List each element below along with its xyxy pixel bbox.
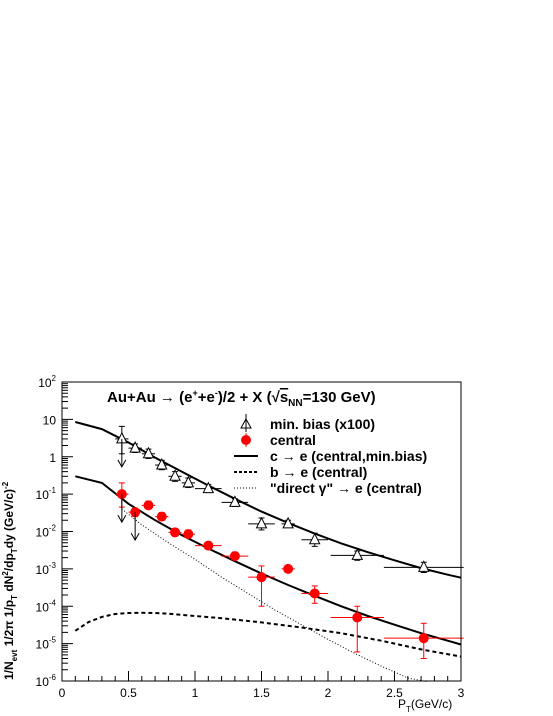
data-point-triangle (255, 516, 268, 529)
axes-layer: 0 0.5 1 1.5 2 2.5 3 10-6 10-5 10-4 10-3 10-2 10-1 1 10… (36, 374, 465, 700)
legend-label: "direct γ" → e (central) (270, 480, 422, 496)
y-tick-label: 1 (49, 451, 56, 465)
data-point-circle (203, 540, 214, 551)
legend-label: b → e (central) (270, 464, 367, 480)
data-point-triangle (308, 532, 321, 545)
data-point-triangle (182, 475, 195, 488)
upper-limit-arrow-head (117, 514, 127, 524)
y-axis-label: 1/Nevt 1/2π 1/pT dN2/dpTdy (GeV/c)-2 (1, 481, 19, 680)
y-tick-label: 10-1 (36, 486, 57, 502)
x-tick-label: 2 (325, 686, 332, 700)
data-point-triangle (229, 495, 241, 507)
x-axis-label: PT(GeV/c) (398, 697, 452, 714)
data-point-circle (156, 511, 167, 522)
upper-limit-arrow-head (117, 459, 127, 468)
data-point-triangle (282, 516, 294, 529)
x-tick-label: 0.5 (120, 686, 137, 700)
legend-entry-central: central (241, 432, 316, 448)
y-tick-label: 10-6 (36, 673, 57, 689)
y-tick-label: 102 (38, 374, 56, 390)
legend-entry-b-to-e: b → e (central) (234, 464, 367, 480)
curve-dotted-3 (121, 508, 428, 683)
curve-solid-1 (75, 475, 462, 646)
x-tick-label: 3 (458, 686, 465, 700)
data-point-triangle (129, 441, 141, 453)
data-point-triangle (417, 560, 430, 572)
data-point-circle (418, 633, 429, 644)
legend-entry-direct-gamma: "direct γ" → e (central) (234, 480, 422, 496)
data-point-triangle (351, 548, 364, 560)
data-point-circle (183, 529, 194, 540)
legend-label: c → e (central,min.bias) (270, 448, 427, 464)
data-point-triangle (142, 446, 155, 459)
y-tick-label: 10-5 (36, 636, 57, 652)
legend-entry-c-to-e: c → e (central,min.bias) (234, 448, 427, 464)
data-point-circle (256, 572, 267, 583)
legend-label: central (270, 432, 316, 448)
x-tick-label: 0 (59, 686, 66, 700)
y-tick-label: 10-2 (36, 524, 57, 540)
data-point-triangle (202, 481, 215, 494)
legend: min. bias (x100) central c → e (central,… (234, 414, 427, 496)
y-tick-label: 10-3 (36, 561, 57, 577)
upper-limit-arrow-head (130, 532, 140, 542)
legend-entry-min-bias: min. bias (x100) (240, 414, 375, 432)
data-point-circle (309, 588, 320, 599)
data-point-circle (283, 563, 294, 574)
x-tick-label: 1 (192, 686, 199, 700)
data-points-layer (115, 425, 464, 659)
legend-label: min. bias (x100) (270, 416, 375, 432)
y-tick-label: 10 (43, 413, 57, 427)
x-tick-label: 2.5 (386, 686, 403, 700)
data-point-triangle (169, 469, 181, 481)
curve-solid-0 (75, 421, 462, 579)
x-tick-label: 1.5 (253, 686, 270, 700)
chart-title: Au+Au → (e++e-)/2 + X (√sNN=130 GeV) (107, 388, 376, 409)
data-point-circle (143, 500, 154, 511)
y-tick-label: 10-4 (36, 598, 57, 614)
data-point-circle (352, 612, 363, 623)
data-point-circle (229, 551, 240, 562)
curve-dashed-2 (74, 611, 462, 658)
data-point-circle (170, 527, 181, 538)
data-point-triangle (155, 457, 168, 470)
